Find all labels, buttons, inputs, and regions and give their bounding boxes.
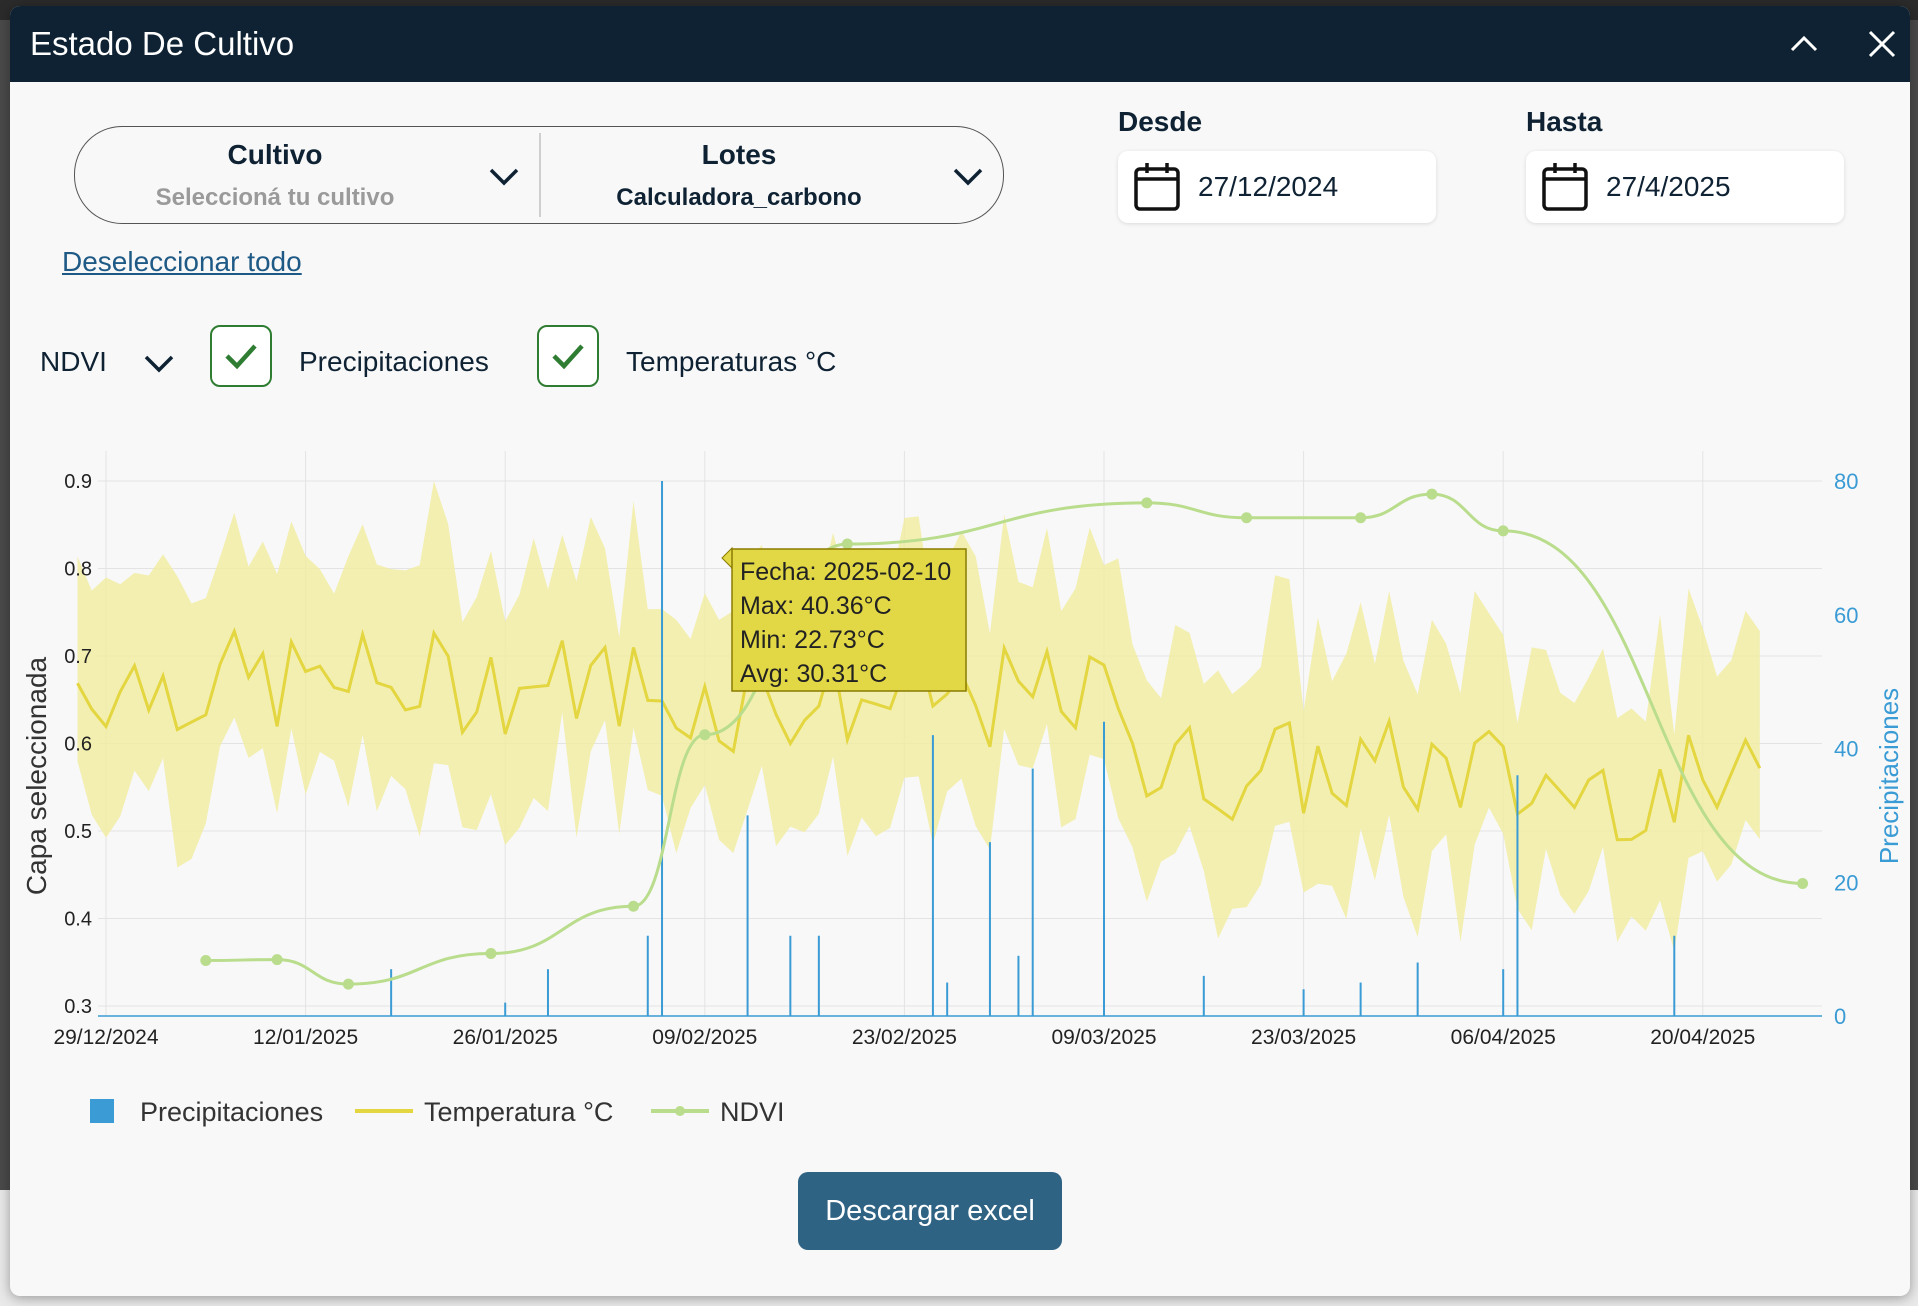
y-right-tick-label: 80 bbox=[1834, 469, 1858, 494]
tooltip-line: Min: 22.73°C bbox=[740, 626, 885, 654]
check-icon bbox=[552, 344, 584, 370]
y-left-tick-label: 0.9 bbox=[64, 471, 92, 493]
to-date-field[interactable]: 27/4/2025 bbox=[1526, 151, 1844, 223]
y-left-tick-label: 0.3 bbox=[64, 996, 92, 1018]
selector-divider bbox=[539, 133, 541, 217]
collapse-button[interactable] bbox=[1782, 22, 1826, 66]
x-tick-label: 26/01/2025 bbox=[453, 1026, 558, 1049]
x-tick-label: 20/04/2025 bbox=[1650, 1026, 1755, 1049]
temperature-checkbox[interactable] bbox=[537, 325, 599, 387]
calendar-icon bbox=[1134, 163, 1180, 211]
lots-value: Calculadora_carbono bbox=[616, 184, 862, 211]
modal-titlebar: Estado De Cultivo bbox=[10, 6, 1910, 82]
crop-lot-selector: Cultivo Seleccioná tu cultivo Lotes Calc… bbox=[74, 126, 1004, 224]
ndvi-point bbox=[841, 538, 853, 550]
ndvi-point bbox=[1241, 512, 1253, 524]
x-tick-label: 09/03/2025 bbox=[1051, 1026, 1156, 1049]
download-excel-button[interactable]: Descargar excel bbox=[798, 1172, 1062, 1250]
precipitation-checkbox-label: Precipitaciones bbox=[299, 346, 489, 377]
crop-label: Cultivo bbox=[227, 139, 323, 170]
ndvi-point bbox=[1355, 512, 1367, 524]
x-tick-label: 12/01/2025 bbox=[253, 1026, 358, 1049]
y-right-tick-label: 60 bbox=[1834, 603, 1858, 628]
legend-swatch-precip bbox=[90, 1099, 114, 1123]
ndvi-point bbox=[271, 954, 283, 966]
x-tick-label: 09/02/2025 bbox=[652, 1026, 757, 1049]
ndvi-point bbox=[485, 948, 497, 959]
from-date-label: Desde bbox=[1118, 106, 1203, 137]
ndvi-point bbox=[699, 729, 711, 741]
ndvi-point bbox=[1141, 497, 1153, 509]
chevron-up-icon bbox=[1790, 35, 1818, 52]
ndvi-point bbox=[1426, 488, 1438, 500]
layer-dropdown-value: NDVI bbox=[40, 346, 107, 377]
modal-title: Estado De Cultivo bbox=[30, 25, 295, 62]
y-left-tick-label: 0.6 bbox=[64, 734, 92, 756]
crop-dropdown[interactable]: Cultivo Seleccioná tu cultivo bbox=[75, 127, 539, 223]
crop-placeholder: Seleccioná tu cultivo bbox=[155, 184, 395, 211]
y-left-tick-label: 0.4 bbox=[64, 909, 92, 931]
tooltip-pointer bbox=[721, 546, 733, 570]
tooltip-box bbox=[731, 548, 967, 692]
ndvi-line bbox=[205, 492, 1803, 986]
chevron-down-icon bbox=[953, 168, 983, 186]
lots-label: Lotes bbox=[701, 139, 777, 170]
chart-legend: Precipitaciones Temperatura °C NDVI bbox=[90, 1097, 785, 1127]
check-icon bbox=[225, 344, 257, 370]
precipitation-checkbox[interactable] bbox=[210, 325, 272, 387]
legend-label-ndvi: NDVI bbox=[720, 1097, 785, 1127]
crop-status-modal: Estado De Cultivo Cultivo Seleccioná tu … bbox=[10, 6, 1910, 1296]
y-axis-left-title: Capa seleccionada bbox=[21, 656, 52, 895]
temperature-checkbox-label: Temperaturas °C bbox=[626, 346, 837, 377]
legend-label-temp: Temperatura °C bbox=[424, 1097, 613, 1127]
chevron-down-icon bbox=[144, 355, 174, 373]
lots-dropdown[interactable]: Lotes Calculadora_carbono bbox=[539, 127, 1003, 223]
y-right-tick-label: 40 bbox=[1834, 737, 1858, 762]
ndvi-point bbox=[1497, 525, 1509, 537]
chevron-down-icon bbox=[489, 168, 519, 186]
deselect-all-link[interactable]: Deseleccionar todo bbox=[62, 246, 302, 277]
hover-tooltip: Fecha: 2025-02-10 Max: 40.36°C Min: 22.73°… bbox=[721, 546, 967, 692]
legend-label-precip: Precipitaciones bbox=[140, 1097, 323, 1127]
tooltip-line: Avg: 30.31°C bbox=[740, 660, 887, 688]
legend-marker-ndvi bbox=[675, 1106, 685, 1116]
y-right-tick-label: 20 bbox=[1834, 870, 1858, 895]
ndvi-point bbox=[200, 955, 212, 966]
y-left-tick-label: 0.8 bbox=[64, 559, 92, 581]
calendar-icon bbox=[1542, 163, 1588, 211]
close-button[interactable] bbox=[1860, 22, 1904, 66]
close-icon bbox=[1868, 30, 1896, 58]
x-tick-label: 23/03/2025 bbox=[1251, 1026, 1356, 1049]
x-tick-label: 06/04/2025 bbox=[1451, 1026, 1556, 1049]
to-date-label: Hasta bbox=[1526, 106, 1603, 137]
from-date-field[interactable]: 27/12/2024 bbox=[1118, 151, 1436, 223]
from-date-value: 27/12/2024 bbox=[1198, 171, 1339, 202]
y-right-tick-label: 0 bbox=[1834, 1004, 1846, 1029]
x-tick-label: 29/12/2024 bbox=[53, 1026, 158, 1049]
ndvi-point bbox=[342, 978, 354, 990]
y-axis-right-title: Precipitaciones bbox=[1874, 688, 1904, 864]
temperature-range-band bbox=[77, 481, 1760, 952]
x-tick-label: 23/02/2025 bbox=[852, 1026, 957, 1049]
tooltip-line: Fecha: 2025-02-10 bbox=[740, 558, 951, 586]
y-left-tick-label: 0.7 bbox=[64, 646, 92, 668]
crop-status-chart: 29/12/2024 12/01/2025 26/01/2025 09/02/2025… bbox=[21, 451, 1904, 1127]
ndvi-point bbox=[1797, 878, 1809, 889]
y-left-tick-label: 0.5 bbox=[64, 821, 92, 843]
to-date-value: 27/4/2025 bbox=[1606, 171, 1731, 202]
ndvi-point bbox=[628, 900, 640, 912]
tooltip-line: Max: 40.36°C bbox=[740, 592, 892, 620]
